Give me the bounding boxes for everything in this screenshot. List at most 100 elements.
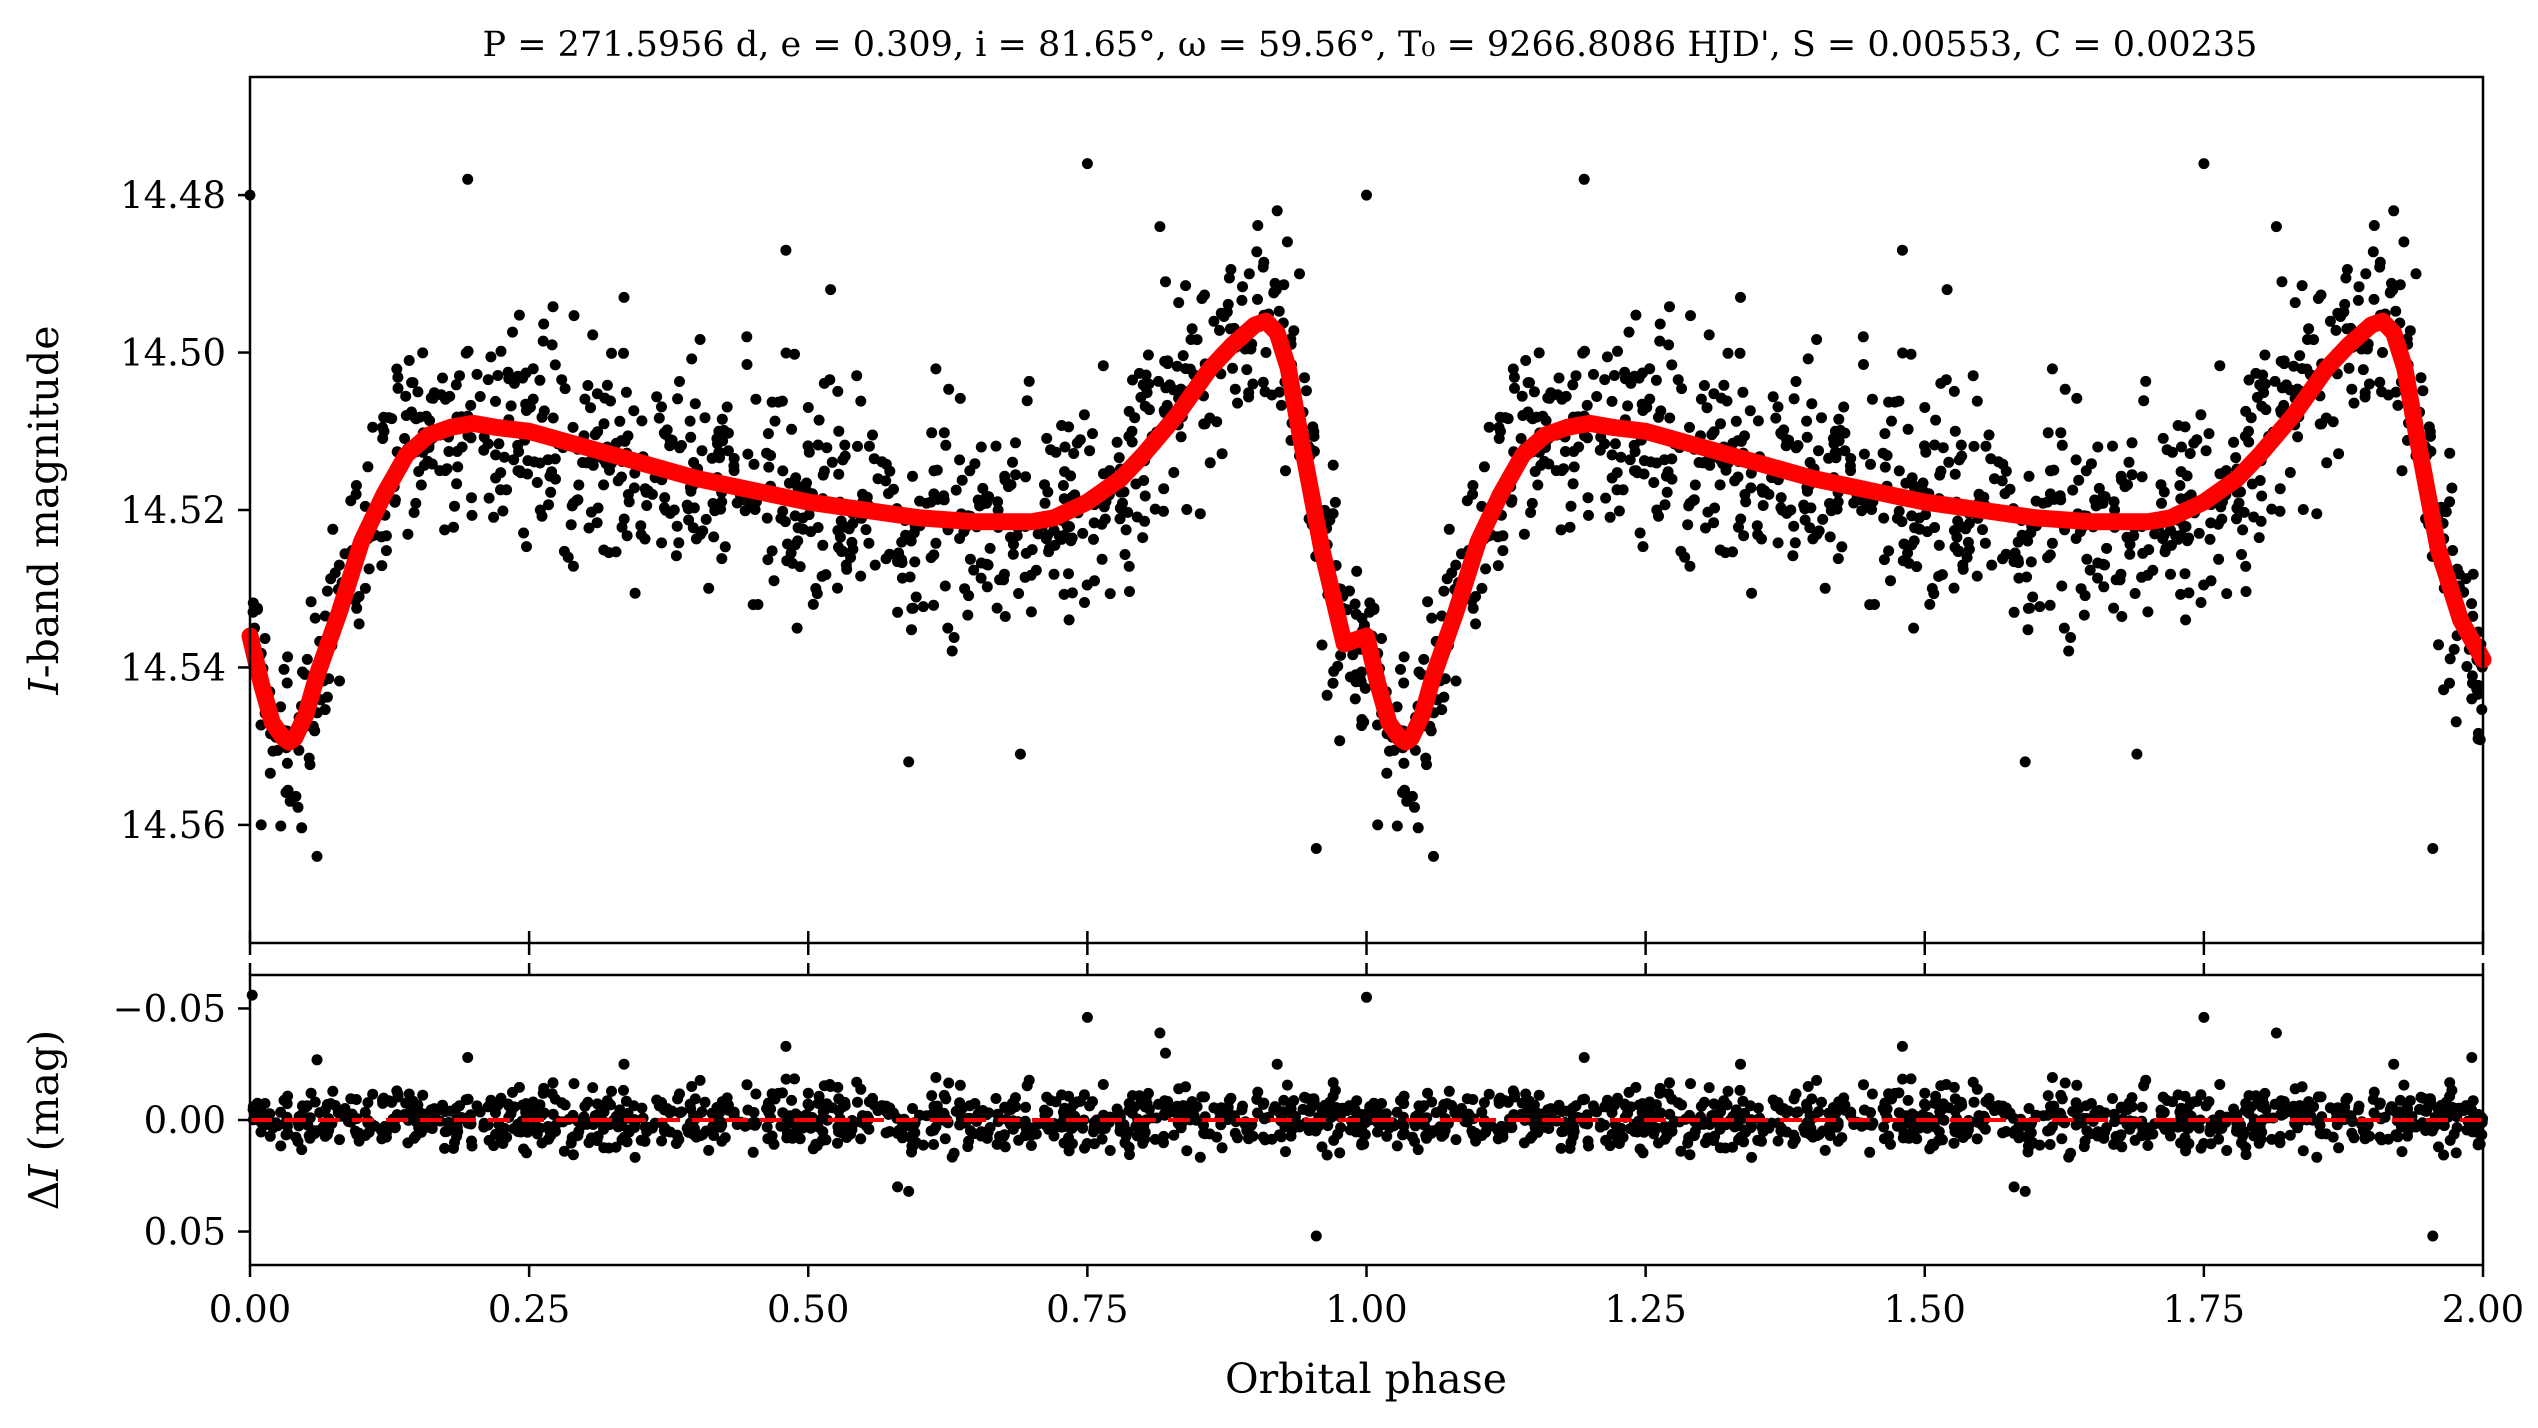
- data-point: [351, 602, 363, 614]
- data-point: [1659, 454, 1670, 466]
- residual-point: [1555, 1142, 1567, 1154]
- data-point: [2136, 471, 2148, 483]
- data-point: [2027, 591, 2039, 603]
- data-point: [1732, 435, 1744, 447]
- data-point: [2000, 465, 2012, 477]
- data-point: [780, 244, 792, 256]
- data-point: [1650, 374, 1662, 386]
- data-point: [547, 301, 559, 313]
- residual-point: [359, 1106, 371, 1118]
- residual-point: [2200, 1100, 2212, 1112]
- data-point: [2276, 276, 2288, 288]
- data-point: [954, 533, 966, 544]
- data-point: [1515, 433, 1527, 444]
- x-tick-label: 0.00: [209, 1288, 291, 1331]
- data-point: [1817, 513, 1829, 525]
- data-point: [2269, 375, 2281, 387]
- data-point: [1384, 745, 1395, 757]
- residual-point: [1123, 1141, 1135, 1153]
- data-point: [1948, 385, 1960, 397]
- data-point: [766, 545, 778, 557]
- residual-point: [780, 1073, 792, 1085]
- residual-point: [2123, 1097, 2135, 1109]
- residual-point: [1645, 1122, 1657, 1134]
- residual-point: [954, 1097, 966, 1109]
- residual-point: [2332, 1102, 2344, 1114]
- residual-point: [1449, 1107, 1461, 1119]
- data-point: [1816, 412, 1827, 424]
- data-point: [1225, 264, 1237, 275]
- data-point: [1648, 477, 1660, 488]
- data-point: [534, 504, 546, 516]
- data-point: [1839, 445, 1851, 457]
- data-point: [303, 752, 315, 764]
- residual-point: [610, 1141, 622, 1153]
- data-point: [1041, 432, 1053, 444]
- data-point: [1930, 414, 1942, 426]
- residual-point: [674, 1107, 686, 1119]
- data-point: [2333, 448, 2345, 460]
- residual-point: [686, 1081, 698, 1092]
- data-point: [1171, 360, 1183, 372]
- data-point: [547, 412, 559, 424]
- data-point: [1733, 521, 1744, 533]
- data-point: [825, 284, 837, 296]
- residual-point: [928, 1124, 940, 1136]
- residual-point: [2184, 1098, 2196, 1110]
- residual-point: [1045, 1095, 1057, 1106]
- data-point: [1746, 587, 1758, 599]
- data-point: [452, 461, 464, 473]
- data-point: [1127, 374, 1138, 386]
- data-point: [2123, 456, 2135, 468]
- data-point: [2231, 513, 2242, 525]
- data-point: [1661, 486, 1673, 498]
- residual-point: [2438, 1149, 2450, 1161]
- residual-point: [435, 1104, 447, 1116]
- data-point: [2308, 334, 2320, 346]
- data-point: [2353, 281, 2365, 293]
- data-point: [837, 454, 849, 466]
- data-point: [2450, 716, 2462, 728]
- data-point: [892, 556, 903, 568]
- data-point: [536, 411, 548, 423]
- residual-point: [1078, 1089, 1090, 1101]
- data-point: [1071, 437, 1083, 449]
- residual-point: [907, 1103, 918, 1114]
- data-point: [514, 465, 526, 477]
- residual-point: [1733, 1134, 1744, 1146]
- residual-point: [1068, 1098, 1080, 1110]
- residual-point: [1983, 1092, 1995, 1104]
- residual-point: [417, 1089, 429, 1101]
- data-point: [2368, 220, 2380, 231]
- data-point: [2124, 548, 2136, 560]
- data-point: [1533, 347, 1545, 359]
- data-point: [1732, 471, 1744, 483]
- data-point: [954, 454, 966, 466]
- data-point: [1836, 541, 1848, 553]
- data-point: [1063, 568, 1074, 580]
- data-point: [2301, 363, 2313, 375]
- data-point: [309, 612, 321, 624]
- data-point: [1418, 653, 1430, 665]
- data-point: [2092, 441, 2104, 453]
- data-point: [1553, 372, 1565, 384]
- data-point: [2172, 420, 2184, 431]
- data-point: [1893, 465, 1905, 477]
- residual-point: [1715, 1099, 1727, 1110]
- data-point: [2175, 493, 2187, 505]
- residual-point: [2243, 1090, 2255, 1102]
- data-point: [860, 524, 872, 536]
- residual-point: [639, 1135, 651, 1147]
- residual-point: [1316, 1104, 1328, 1116]
- residual-point: [1056, 1089, 1068, 1101]
- data-point: [534, 374, 546, 386]
- residual-point: [568, 1078, 580, 1090]
- data-point: [2246, 478, 2258, 490]
- data-point: [1443, 523, 1455, 535]
- data-point: [787, 557, 798, 569]
- residual-point: [1117, 1122, 1128, 1133]
- residual-point: [2044, 1139, 2056, 1150]
- residual-point: [1883, 1130, 1895, 1142]
- data-point: [1737, 386, 1749, 398]
- data-point: [780, 347, 792, 359]
